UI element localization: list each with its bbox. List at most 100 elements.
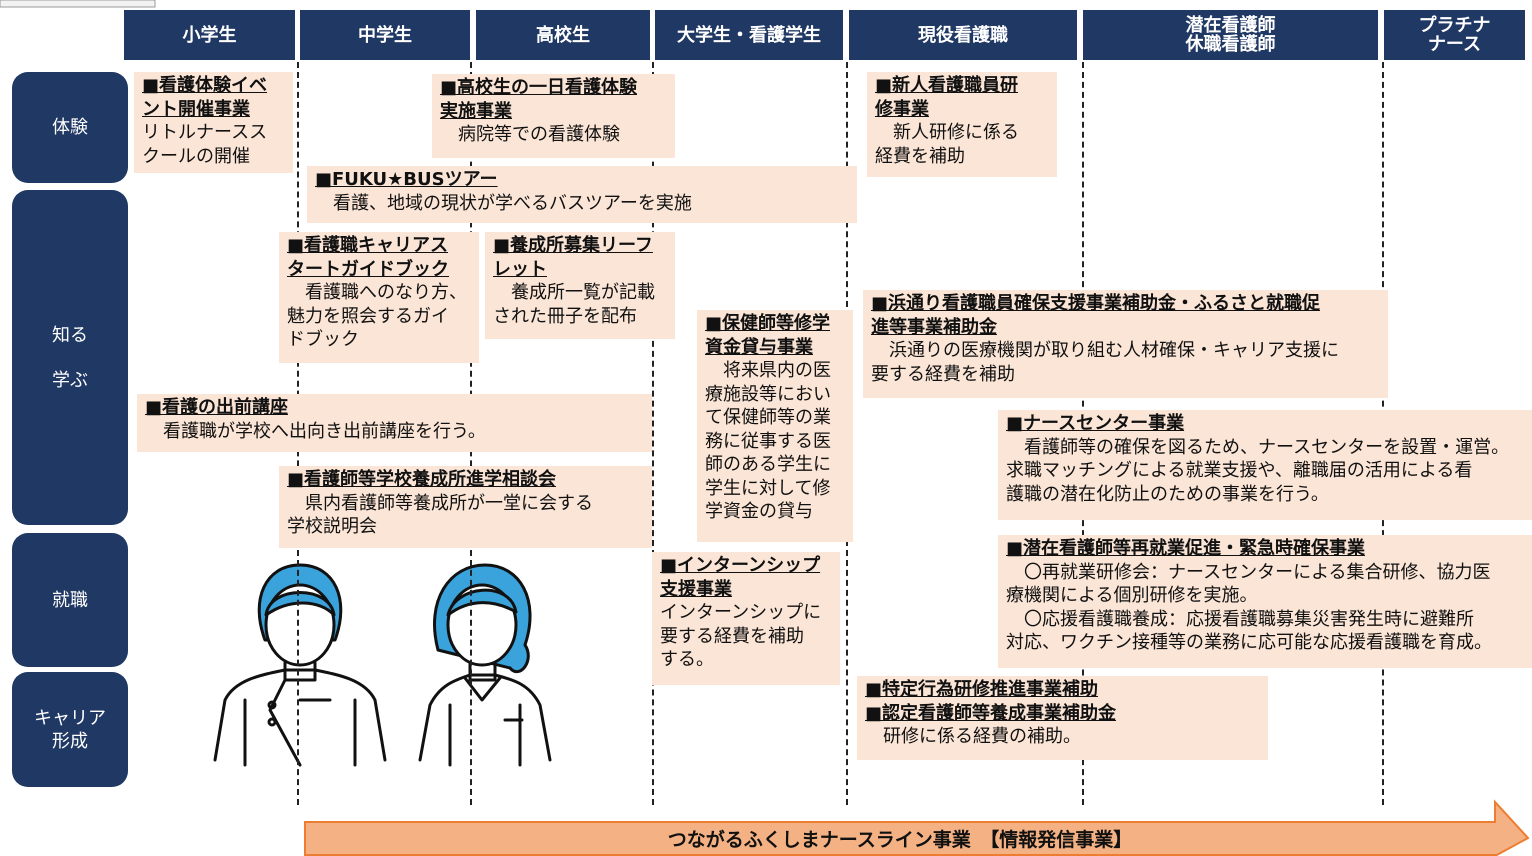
header-text: 現役看護職 — [918, 24, 1008, 46]
box-title: ■看護職キャリアス — [287, 235, 449, 256]
tab — [0, 0, 156, 8]
box-body: 浜通りの医療機関が取り組む人材確保・キャリア支援に — [871, 340, 1339, 361]
box-body: 〇応援看護職養成：応援看護職募集災害発生時に避難所 — [1006, 608, 1474, 630]
box-body: 学校説明会 — [287, 516, 377, 537]
program-box: ■看護師等学校養成所進学相談会 県内看護師等養成所が一堂に会する 学校説明会 — [279, 466, 652, 548]
box-title: ■FUKU★BUSツアー — [315, 169, 498, 190]
program-box: ■保健師等修学 資金貸与事業 将来県内の医 療施設等におい て保健師等の業 務に従事する… — [697, 310, 853, 542]
box-body: 新人研修に係る — [875, 122, 1019, 143]
box-title: ■看護の出前講座 — [145, 397, 289, 418]
nurse-female — [418, 563, 552, 767]
box-body: 療機関による個別研修を実施。 — [1006, 585, 1258, 606]
column-header: 現役看護職 — [849, 10, 1077, 60]
column-header: プラチナ ナース — [1384, 10, 1525, 60]
box-body: 学資金の貸与 — [705, 501, 813, 522]
box-title: ント開催事業 — [142, 98, 250, 120]
divider — [652, 62, 654, 805]
box-body: 求職マッチングによる就業支援や、離職届の活用による看 — [1006, 460, 1473, 481]
row-text: 形成 — [52, 730, 88, 752]
box-body: リトルナースス — [142, 122, 268, 143]
program-box: ■看護体験イベ ント開催事業 リトルナースス クールの開催 — [134, 72, 293, 173]
box-title: ■潜在看護師等再就業促進・緊急時確保事業 — [1006, 538, 1366, 559]
box-body: クールの開催 — [142, 145, 250, 167]
box-title: ■新人看護職員研 — [875, 75, 1019, 96]
program-box: ■新人看護職員研 修事業 新人研修に係る 経費を補助 — [867, 72, 1057, 177]
box-body: する。 — [660, 649, 714, 670]
box-title: タートガイドブック — [287, 258, 449, 280]
row-label: 就職 — [12, 533, 128, 667]
box-body: 経費を補助 — [875, 145, 965, 167]
row-text: 就職 — [52, 589, 88, 611]
box-title: ■認定看護師等養成事業補助金 — [865, 702, 1117, 724]
box-body: 研修に係る経費の補助。 — [865, 726, 1081, 747]
column-header: 小学生 — [124, 10, 295, 60]
box-body: 〇再就業研修会：ナースセンターによる集合研修、協力医 — [1006, 561, 1491, 583]
box-title: ■特定行為研修推進事業補助 — [865, 679, 1099, 700]
box-body: 護職の潜在化防止のための事業を行う。 — [1006, 483, 1329, 505]
row-text: キャリア — [34, 707, 106, 729]
box-body: 将来県内の医 — [705, 360, 831, 381]
nurse-male — [213, 563, 387, 767]
row-label: キャリア 形成 — [12, 672, 128, 787]
row-text: 学ぶ — [52, 369, 88, 391]
box-body: された冊子を配布 — [493, 305, 637, 327]
header-text: 大学生・看護学生 — [677, 24, 821, 46]
box-title: 資金貸与事業 — [705, 336, 813, 358]
program-box: ■特定行為研修推進事業補助 ■認定看護師等養成事業補助金 研修に係る経費の補助。 — [857, 676, 1268, 760]
program-box: ■ナースセンター事業 看護師等の確保を図るため、ナースセンターを設置・運営。 求職… — [998, 410, 1532, 520]
box-body: 師のある学生に — [705, 454, 831, 475]
header-text: 中学生 — [358, 24, 412, 46]
box-body: 要する経費を補助 — [660, 625, 804, 647]
box-body: 養成所一覧が記載 — [493, 282, 655, 303]
program-box: ■看護職キャリアス タートガイドブック 看護職へのなり方、 魅力を照会するガイ ドブッ… — [279, 232, 479, 363]
footer-arrow — [304, 799, 1530, 856]
header-text: 潜在看護師 — [1185, 15, 1276, 36]
box-body: インターンシップに — [660, 602, 822, 623]
column-header: 高校生 — [476, 10, 650, 60]
box-title: ■看護師等学校養成所進学相談会 — [287, 469, 557, 490]
header-text: 高校生 — [536, 24, 590, 46]
box-body: 学生に対して修 — [705, 477, 831, 499]
box-body: 県内看護師等養成所が一堂に会する — [287, 492, 593, 514]
header-text: 休職看護師 — [1185, 34, 1276, 55]
box-title: ■インターンシップ — [660, 555, 821, 576]
box-title: ■看護体験イベ — [142, 75, 268, 96]
box-body: 要する経費を補助 — [871, 363, 1015, 385]
program-box: ■潜在看護師等再就業促進・緊急時確保事業 〇再就業研修会：ナースセンターによる集… — [998, 535, 1532, 668]
program-box: ■養成所募集リーフ レット 養成所一覧が記載 された冊子を配布 — [485, 232, 675, 339]
program-box: ■高校生の一日看護体験 実施事業 病院等での看護体験 — [432, 74, 675, 158]
row-text: 体験 — [52, 117, 88, 138]
box-body: 療施設等におい — [705, 383, 831, 405]
box-body: て保健師等の業 — [705, 407, 831, 428]
box-title: レット — [493, 258, 547, 280]
row-text: 知る — [52, 324, 88, 346]
box-title: 修事業 — [875, 98, 929, 120]
column-header: 大学生・看護学生 — [655, 10, 843, 60]
box-body: 魅力を照会するガイ — [287, 305, 449, 327]
row-label: 体験 — [12, 72, 128, 183]
box-title: ■養成所募集リーフ — [493, 235, 653, 256]
box-body: 看護職が学校へ出向き出前講座を行う。 — [145, 420, 486, 442]
box-title: ■ナースセンター事業 — [1006, 413, 1185, 434]
box-body: 看護職へのなり方、 — [287, 282, 467, 303]
box-title: 実施事業 — [440, 100, 512, 122]
footer-text: つながるふくしまナースライン事業 【情報発信事業】 — [667, 829, 1133, 851]
program-box: ■FUKU★BUSツアー 看護、地域の現状が学べるバスツアーを実施 — [307, 166, 857, 223]
box-body: 対応、ワクチン接種等の業務に応可能な応援看護職を育成。 — [1006, 632, 1492, 653]
program-box: ■看護の出前講座 看護職が学校へ出向き出前講座を行う。 — [137, 394, 652, 452]
box-body: 務に従事する医 — [705, 430, 831, 452]
header-text: プラチナ — [1418, 15, 1491, 36]
column-header: 中学生 — [300, 10, 470, 60]
box-title: 支援事業 — [660, 578, 732, 600]
box-title: ■浜通り看護職員確保支援事業補助金・ふるさと就職促 — [871, 293, 1321, 314]
box-body: 看護、地域の現状が学べるバスツアーを実施 — [315, 192, 692, 214]
box-title: 進等事業補助金 — [871, 316, 997, 338]
box-body: ドブック — [287, 329, 359, 350]
row-label: 知る 学ぶ — [12, 190, 128, 525]
box-body: 看護師等の確保を図るため、ナースセンターを設置・運営。 — [1006, 436, 1510, 458]
program-box: ■浜通り看護職員確保支援事業補助金・ふるさと就職促 進等事業補助金 浜通りの医療機… — [863, 290, 1388, 398]
box-title: ■高校生の一日看護体験 — [440, 77, 638, 98]
box-body: 病院等での看護体験 — [440, 124, 620, 145]
